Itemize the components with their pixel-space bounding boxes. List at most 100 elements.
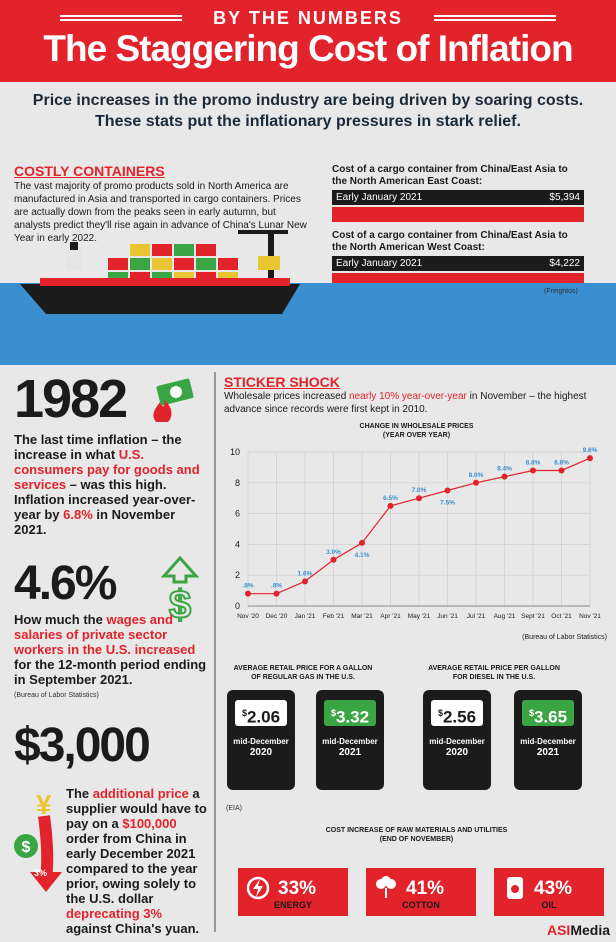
oil-barrel-icon <box>507 877 523 899</box>
chart-data-point <box>359 539 365 546</box>
pump-price-display: $3.32 <box>324 700 376 727</box>
header-rule-right <box>434 15 556 21</box>
chart-x-tick-label: May '21 <box>408 613 431 620</box>
eia-source: (EIA) <box>226 805 242 812</box>
arrow-label: 3% <box>34 868 48 878</box>
chart-data-label: .8% <box>271 583 282 590</box>
row-label: Early January 2021 <box>336 192 423 203</box>
text-part: in November 2021. <box>14 507 176 537</box>
pump-price-display: $2.06 <box>235 700 287 727</box>
pump-period: mid-December <box>233 737 289 746</box>
chart-data-label: 3.0% <box>326 549 341 556</box>
chart-data-point <box>444 487 451 494</box>
chart-data-point <box>273 590 280 597</box>
row-label: Early January 2022 <box>336 275 423 286</box>
chart-x-tick-label: Mar '21 <box>351 613 373 620</box>
chart-y-tick-label: 0 <box>235 601 240 611</box>
pump-period: mid-December <box>322 737 378 746</box>
chart-data-point <box>473 479 479 486</box>
row-value: $14,070 <box>543 275 580 286</box>
chart-data-point <box>245 590 251 597</box>
highlight-text: additional price <box>92 786 189 801</box>
text-part: Wholesale prices increased <box>224 391 350 402</box>
row-label: Early January 2022 <box>336 209 423 220</box>
pump-year: 2021 <box>338 747 362 758</box>
costly-containers-text: The vast majority of promo products sold… <box>14 181 307 244</box>
stat-3000-text-top: The additional price a supplier would ha… <box>66 786 208 936</box>
text-part: for the 12-month period ending in Septem… <box>14 657 207 687</box>
raw-material-pct: 41% <box>406 878 445 899</box>
pump-label: mid-December 2020 <box>227 736 295 758</box>
diesel-pump-2021: $3.65 mid-December 2021 <box>514 690 582 790</box>
asi-media-logo: ASIMedia <box>547 922 610 938</box>
chart-data-label: 6.5% <box>383 495 398 502</box>
text-part: in November – the highest advance since … <box>224 391 587 415</box>
column-divider <box>214 372 216 932</box>
raw-materials-heading: COST INCREASE OF RAW MATERIALS AND UTILI… <box>325 827 508 834</box>
chart-subtitle: (YEAR OVER YEAR) <box>382 432 451 439</box>
chart-x-tick-label: Dec '20 <box>266 613 288 620</box>
svg-text:¥: ¥ <box>36 789 52 820</box>
chart-x-tick-label: Apr '21 <box>380 613 401 620</box>
highlight-text: 6.8% <box>63 507 93 522</box>
pump-price: 3.32 <box>335 707 370 727</box>
chart-x-tick-label: Oct '21 <box>551 613 572 620</box>
gas-pump-2020: $2.06 mid-December 2020 <box>227 690 295 790</box>
chart-data-label: 7.0% <box>412 487 427 494</box>
stat-1982-text: The last time inflation – the increase i… <box>14 432 209 537</box>
raw-materials-subtitle: (END OF NOVEMBER) <box>379 836 454 843</box>
raw-material-oil: 43% <box>494 868 604 916</box>
raw-material-cotton: 41% <box>366 868 476 916</box>
text-part: a supplier would have to pay on a <box>66 786 207 831</box>
chart-y-tick-label: 10 <box>230 447 240 457</box>
highlight-text: $100,000 <box>122 816 177 831</box>
chart-data-label: 8.0% <box>469 472 484 479</box>
chart-data-point <box>501 473 508 480</box>
chart-y-tick-label: 8 <box>235 478 240 488</box>
row-value: $16,613 <box>543 209 580 220</box>
text-part: order from China in early December 2021 … <box>66 831 198 906</box>
east-coast-caption: Cost of a cargo container from China/Eas… <box>332 164 568 187</box>
chart-data-point <box>587 455 593 462</box>
header-kicker: BY THE NUMBERS <box>213 8 403 28</box>
currency-symbol: $ <box>437 708 443 718</box>
freightos-source: (Freightos) <box>544 288 578 295</box>
chart-data-label: 8.8% <box>554 459 569 466</box>
pump-price: 2.06 <box>246 707 281 727</box>
chart-data-point <box>558 467 565 474</box>
highlight-text: deprecating 3% <box>66 906 163 921</box>
east-row-2021: Early January 2021 $5,394 <box>332 190 584 205</box>
stat-wages-number: 4.6% <box>14 557 117 610</box>
header-rule-left <box>60 15 182 21</box>
chart-x-tick-label: Jun '21 <box>437 613 458 620</box>
raw-material-pct: 43% <box>534 878 573 899</box>
header-banner: BY THE NUMBERS The Staggering Cost of In… <box>0 0 616 82</box>
sticker-shock-text: Wholesale prices increased nearly 10% ye… <box>224 390 604 416</box>
pump-price-display: $3.65 <box>522 700 574 727</box>
logo-asi: ASI <box>546 922 571 938</box>
chart-x-tick-label: Nov '20 <box>237 613 259 620</box>
diesel-pump-2020: $2.56 mid-December 2020 <box>423 690 491 790</box>
currency-symbol: $ <box>241 708 247 718</box>
raw-material-label: OIL <box>541 900 557 910</box>
east-row-2022: Early January 2022 $16,613 <box>332 207 584 222</box>
wages-source: (Bureau of Labor Statistics) <box>14 692 99 699</box>
chart-data-label: 1.6% <box>298 570 313 577</box>
text-part: – was this high. Inflation increased yea… <box>14 477 196 522</box>
chart-data-point <box>416 495 422 502</box>
row-value: $4,222 <box>549 258 580 269</box>
gasoline-title: AVERAGE RETAIL PRICE FOR A GALLON OF REG… <box>233 665 373 681</box>
pump-year: 2020 <box>445 747 469 758</box>
cargo-ship-illustration <box>20 230 300 314</box>
intro-text: Price increases in the promo industry ar… <box>32 92 584 130</box>
pump-year: 2021 <box>536 747 560 758</box>
chart-x-tick-label: Feb '21 <box>323 613 345 620</box>
text-part: The last time inflation – the increase i… <box>14 432 182 462</box>
west-row-2021: Early January 2021 $4,222 <box>332 256 584 271</box>
currency-symbol: $ <box>330 708 336 718</box>
logo-media: Media <box>570 922 610 938</box>
cotton-icon <box>376 876 396 898</box>
chart-x-tick-label: Nov '21 <box>579 613 601 620</box>
diesel-title: AVERAGE RETAIL PRICE PER GALLON FOR DIES… <box>428 665 560 681</box>
pump-label: mid-December 2021 <box>316 736 384 758</box>
